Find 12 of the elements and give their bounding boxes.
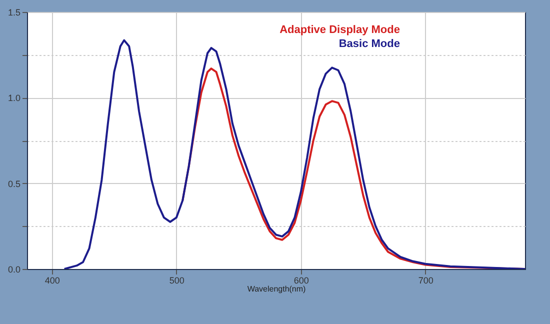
text: Adaptive Display Mode — [280, 24, 400, 36]
x-tick-label: 600 — [294, 276, 309, 286]
series-label: Basic Mode — [338, 38, 400, 50]
y-tick-label: 1.0 — [8, 93, 20, 104]
y-tick-label: 0.5 — [8, 178, 20, 189]
x-tick-label: 400 — [44, 276, 60, 286]
x-axis-title: Wavelength(nm) — [247, 284, 306, 294]
y-tick-label: 1.5 — [8, 8, 20, 18]
y-tick-label: 0.0 — [8, 264, 20, 274]
line-series — [63, 39, 525, 269]
x-tick-label: 500 — [169, 276, 184, 286]
x-tick-label: 700 — [418, 276, 434, 286]
